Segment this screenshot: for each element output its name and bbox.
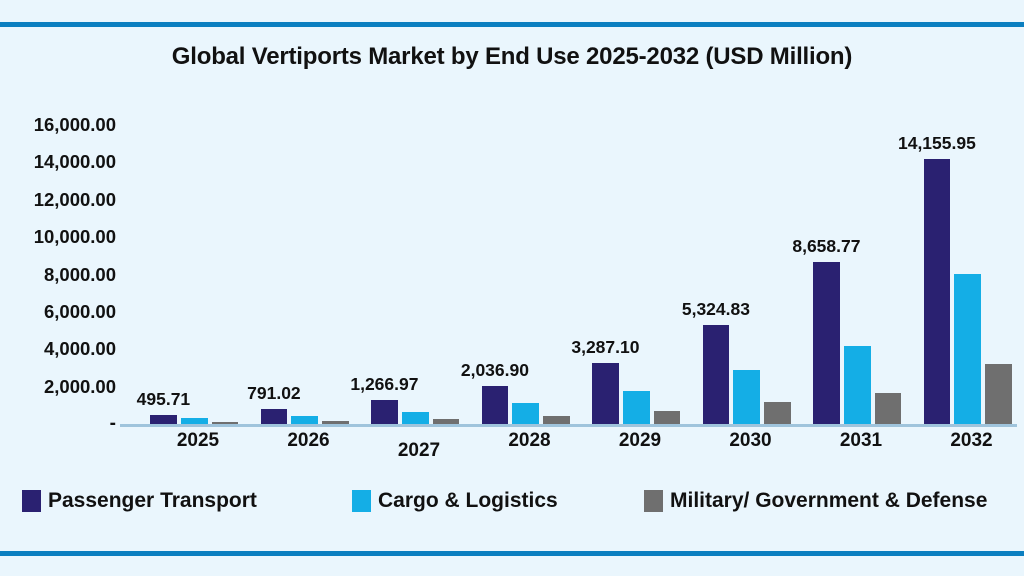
chart-legend: Passenger Transport Cargo & Logistics Mili… xyxy=(22,489,1002,519)
bar-2032-series-1[interactable] xyxy=(954,273,982,424)
bar-value-label: 14,155.95 xyxy=(897,133,976,154)
bar-2027-series-2[interactable] xyxy=(432,419,460,424)
x-axis-tick-label-2025: 2025 xyxy=(176,430,220,451)
bar-group: 14,155.95 xyxy=(898,125,1013,424)
bar-2025-series-2[interactable] xyxy=(211,421,239,424)
bar-group: 1,266.97 xyxy=(350,125,460,424)
bar-2026-series-2[interactable] xyxy=(322,420,349,424)
x-axis-tick-label-2027: 2027 xyxy=(397,440,441,461)
bar-2026-series-1[interactable] xyxy=(291,416,319,424)
bar-2031-series-1[interactable] xyxy=(843,345,871,424)
bar-2027-series-0[interactable]: 1,266.97 xyxy=(350,374,418,424)
bar-group-bars: 5,324.83 xyxy=(682,125,792,424)
bar-group-bars: 1,266.97 xyxy=(350,125,460,424)
bar-2030-series-2[interactable] xyxy=(764,401,791,424)
legend-item-0[interactable]: Passenger Transport xyxy=(22,489,257,513)
legend-item-2[interactable]: Military/ Government & Defense xyxy=(644,489,987,513)
x-axis-tick-label-2032: 2032 xyxy=(950,430,993,451)
bar-group-bars: 14,155.95 xyxy=(898,125,1013,424)
bar-2030-series-0[interactable]: 5,324.83 xyxy=(682,299,750,424)
legend-label: Passenger Transport xyxy=(48,489,257,512)
bar-2032-series-2[interactable] xyxy=(985,364,1012,424)
bar-2028-series-0[interactable]: 2,036.90 xyxy=(461,360,529,424)
bar-group: 2,036.90 xyxy=(461,125,571,424)
x-axis-tick-label-2030: 2030 xyxy=(729,430,772,451)
bar-2029-series-2[interactable] xyxy=(653,410,681,424)
y-axis-tick-label: - xyxy=(109,413,116,434)
bar-2027-series-1[interactable] xyxy=(401,411,429,424)
bar-group: 3,287.10 xyxy=(571,125,681,424)
plot-area: 495.71 791.02 1,266.97 2,036.90 3,287.10 5,32… xyxy=(128,125,1012,424)
bar-2028-series-1[interactable] xyxy=(512,403,540,424)
bar-2032-series-0[interactable]: 14,155.95 xyxy=(898,133,976,424)
bar-value-label: 5,324.83 xyxy=(681,298,750,319)
bar-2029-series-1[interactable] xyxy=(622,391,650,424)
bar-2031-series-0[interactable]: 8,658.77 xyxy=(792,236,860,424)
x-axis-baseline xyxy=(120,424,1017,427)
bar-2025-series-0[interactable]: 495.71 xyxy=(137,389,190,424)
y-axis-tick-label: 16,000.00 xyxy=(33,114,116,135)
legend-swatch-icon xyxy=(644,490,663,512)
bar-value-label: 495.71 xyxy=(136,388,191,409)
bar-group-bars: 791.02 xyxy=(247,125,350,424)
y-axis-tick-label: 4,000.00 xyxy=(43,338,116,360)
bar-2028-series-2[interactable] xyxy=(543,416,570,424)
y-axis-tick-label: 12,000.00 xyxy=(33,188,116,210)
bar-2026-series-0[interactable]: 791.02 xyxy=(247,383,301,424)
x-axis-tick-label-2028: 2028 xyxy=(508,430,551,451)
bar-value-label: 3,287.10 xyxy=(571,336,640,357)
bar-2030-series-1[interactable] xyxy=(733,369,761,424)
bar-2029-series-0[interactable]: 3,287.10 xyxy=(571,337,639,424)
x-axis-tick-label-2026: 2026 xyxy=(287,430,330,451)
top-divider-rule xyxy=(0,22,1024,27)
y-axis-tick-label: 14,000.00 xyxy=(33,151,116,173)
bar-group-bars: 2,036.90 xyxy=(461,125,571,424)
legend-label: Military/ Government & Defense xyxy=(670,489,988,512)
bar-value-label: 1,266.97 xyxy=(350,374,419,395)
bar-value-label: 8,658.77 xyxy=(792,236,861,257)
bar-value-label: 2,036.90 xyxy=(460,359,529,380)
bar-2025-series-1[interactable] xyxy=(180,418,208,424)
bar-group-bars: 8,658.77 xyxy=(792,125,902,424)
y-axis: 16,000.00 14,000.00 12,000.00 10,000.00 8,00… xyxy=(0,114,116,434)
bar-group: 495.71 xyxy=(137,125,239,424)
bar-group: 5,324.83 xyxy=(682,125,792,424)
chart-title: Global Vertiports Market by End Use 2025… xyxy=(171,43,853,70)
y-axis-tick-label: 6,000.00 xyxy=(43,300,116,322)
bar-group: 791.02 xyxy=(247,125,350,424)
x-axis-tick-label-2031: 2031 xyxy=(839,430,883,451)
y-axis-tick-label: 10,000.00 xyxy=(33,226,116,248)
x-axis: 2025 2026 2027 2028 2029 2030 2031 2032 xyxy=(128,430,1012,461)
y-axis-tick-label: 2,000.00 xyxy=(43,375,116,397)
bar-group-bars: 3,287.10 xyxy=(571,125,681,424)
legend-label: Cargo & Logistics xyxy=(378,489,558,512)
legend-item-1[interactable]: Cargo & Logistics xyxy=(352,489,558,513)
legend-swatch-icon xyxy=(352,490,371,512)
bottom-divider-rule xyxy=(0,551,1024,556)
y-axis-tick-label: 8,000.00 xyxy=(43,263,116,285)
bar-group: 8,658.77 xyxy=(792,125,902,424)
bar-group-bars: 495.71 xyxy=(137,125,239,424)
legend-swatch-icon xyxy=(22,490,41,512)
bar-2031-series-2[interactable] xyxy=(874,393,902,424)
x-axis-tick-label-2029: 2029 xyxy=(618,430,662,451)
bar-value-label: 791.02 xyxy=(247,383,301,404)
